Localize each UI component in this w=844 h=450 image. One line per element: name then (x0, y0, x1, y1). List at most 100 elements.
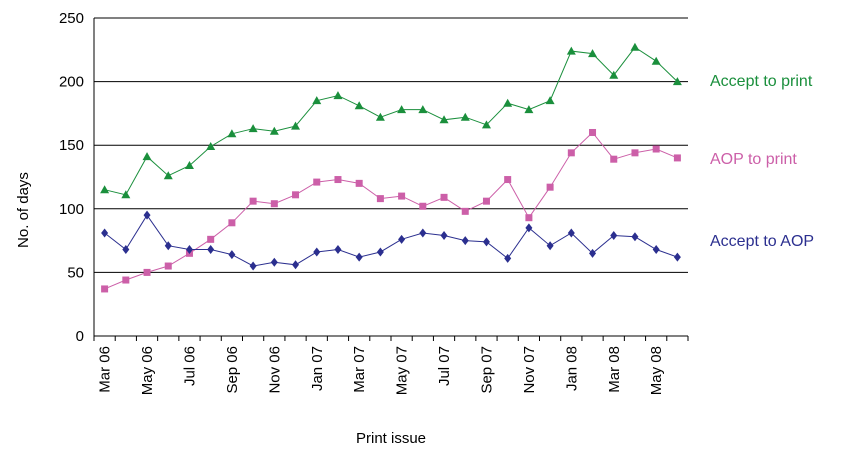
data-point (567, 149, 575, 157)
x-tick-label: Mar 06 (97, 346, 114, 393)
data-point (269, 126, 279, 135)
data-point (207, 245, 215, 255)
data-point (228, 219, 236, 227)
data-point (376, 247, 384, 257)
data-point (567, 228, 575, 238)
data-point (101, 285, 109, 293)
data-point (398, 192, 406, 200)
data-point (631, 149, 639, 157)
data-point (630, 42, 640, 51)
data-point (524, 105, 534, 114)
series-3 (101, 210, 681, 271)
data-point (460, 112, 470, 121)
data-point (292, 260, 300, 270)
data-point (545, 96, 555, 105)
data-point (101, 228, 109, 238)
series-line (104, 131, 678, 290)
data-point (609, 70, 619, 79)
y-tick-label: 200 (59, 74, 84, 91)
data-point (355, 179, 363, 187)
x-tick-label: Jul 07 (436, 346, 453, 386)
data-point (651, 56, 661, 65)
data-point (163, 171, 173, 180)
x-tick-label: Sep 07 (478, 346, 495, 394)
data-point (355, 252, 363, 262)
data-point (504, 176, 512, 184)
x-tick-label: May 07 (394, 346, 411, 395)
series-line (104, 214, 678, 267)
data-point (249, 261, 257, 271)
data-point (481, 120, 491, 129)
legend-entry: AOP to print (710, 151, 797, 168)
y-tick-label: 100 (59, 201, 84, 218)
y-tick-label: 50 (67, 264, 84, 281)
data-point (439, 115, 449, 124)
data-point (566, 46, 576, 55)
legend-entry: Accept to print (710, 73, 813, 90)
data-point (334, 176, 342, 184)
data-point (673, 252, 681, 262)
x-tick-label: Jan 07 (309, 346, 326, 391)
data-point (503, 98, 513, 107)
series-group (100, 42, 682, 293)
y-axis-title: No. of days (15, 172, 32, 248)
data-point (164, 241, 172, 251)
data-point (610, 155, 618, 163)
data-point (673, 154, 681, 162)
x-tick-label: Jan 08 (563, 346, 580, 391)
data-point (334, 245, 342, 255)
legend-entry: Accept to AOP (710, 233, 814, 250)
data-point (588, 49, 598, 58)
data-point (418, 105, 428, 114)
data-point (589, 128, 597, 136)
legend: Accept to print AOP to print Accept to AOP (710, 73, 814, 250)
x-tick-label: May 06 (139, 346, 156, 395)
data-point (419, 228, 427, 238)
data-point (376, 195, 384, 203)
data-point (333, 91, 343, 100)
data-point (143, 210, 151, 220)
data-point (270, 257, 278, 267)
series-1 (100, 42, 682, 199)
x-tick-label: Sep 06 (224, 346, 241, 394)
data-point (525, 223, 533, 233)
data-point (313, 247, 321, 257)
x-tick-label: May 08 (648, 346, 665, 395)
data-point (206, 141, 216, 150)
x-tick-label: Jul 06 (181, 346, 198, 386)
data-point (100, 185, 110, 194)
gridlines (94, 17, 688, 273)
data-point (461, 207, 469, 215)
x-axis-title: Print issue (356, 430, 426, 447)
data-point (292, 191, 300, 199)
y-tick-label: 250 (59, 10, 84, 27)
axes (93, 18, 689, 341)
data-point (652, 245, 660, 255)
data-point (227, 129, 237, 138)
data-point (270, 200, 278, 208)
data-point (122, 276, 130, 284)
data-point (207, 235, 215, 243)
data-point (440, 231, 448, 241)
series-2 (101, 128, 681, 293)
data-point (184, 161, 194, 170)
data-point (461, 236, 469, 246)
data-point (398, 234, 406, 244)
data-point (652, 145, 660, 153)
data-point (164, 262, 172, 270)
data-point (504, 253, 512, 263)
data-point (121, 190, 131, 199)
data-point (546, 183, 554, 191)
data-point (312, 96, 322, 105)
data-point (546, 241, 554, 251)
data-point (482, 237, 490, 247)
data-point (248, 124, 258, 133)
data-point (631, 232, 639, 242)
data-point (482, 197, 490, 205)
y-tick-label: 150 (59, 137, 84, 154)
data-point (354, 101, 364, 110)
series-line (104, 46, 678, 196)
data-point (589, 248, 597, 258)
x-tick-label: Nov 06 (266, 346, 283, 394)
